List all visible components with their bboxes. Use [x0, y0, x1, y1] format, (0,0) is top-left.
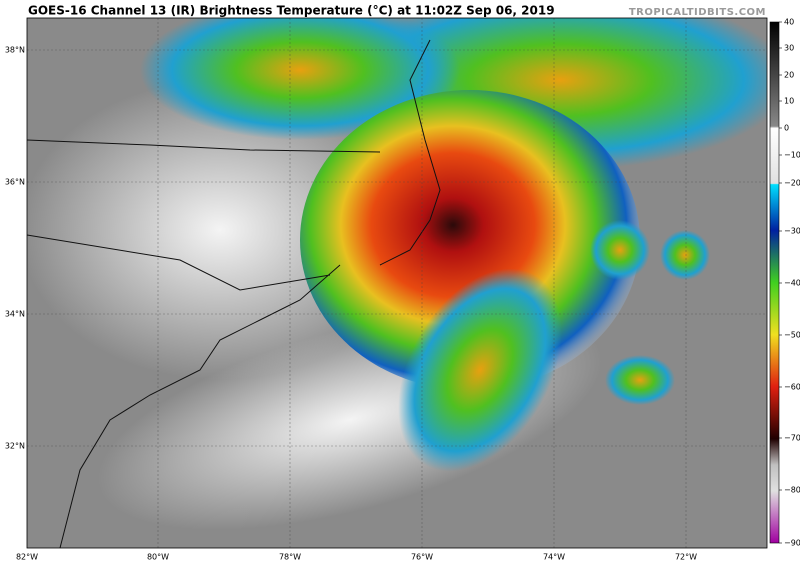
colorbar-label: 10 [784, 97, 794, 106]
colorbar-label: −60 [784, 383, 800, 392]
colorbar-label: −40 [784, 279, 800, 288]
colorbar [769, 21, 780, 544]
colorbar-label: −20 [784, 179, 800, 188]
lon-label: 80°W [147, 553, 169, 562]
lon-label: 74°W [543, 553, 565, 562]
colorbar-label: −10 [784, 151, 800, 160]
lat-label: 32°N [5, 442, 25, 451]
lon-label: 82°W [16, 553, 38, 562]
colorbar-label: 40 [784, 18, 794, 27]
colorbar-label: −90 [784, 539, 800, 548]
colorbar-label: −30 [784, 227, 800, 236]
satellite-image [27, 18, 767, 548]
title: GOES-16 Channel 13 (IR) Brightness Tempe… [28, 4, 555, 18]
lat-label: 36°N [5, 178, 25, 187]
lon-label: 78°W [279, 553, 301, 562]
colorbar-label: −50 [784, 331, 800, 340]
lon-label: 76°W [411, 553, 433, 562]
grid [27, 18, 767, 548]
colorbar-label: 30 [784, 44, 794, 53]
colorbar-label: 0 [784, 124, 789, 133]
lat-label: 38°N [5, 46, 25, 55]
colorbar-label: −80 [784, 486, 800, 495]
credit: TROPICALTIDBITS.COM [629, 7, 766, 18]
lon-label: 72°W [675, 553, 697, 562]
colorbar-label: −70 [784, 434, 800, 443]
colorbar-label: 20 [784, 71, 794, 80]
lat-label: 34°N [5, 310, 25, 319]
